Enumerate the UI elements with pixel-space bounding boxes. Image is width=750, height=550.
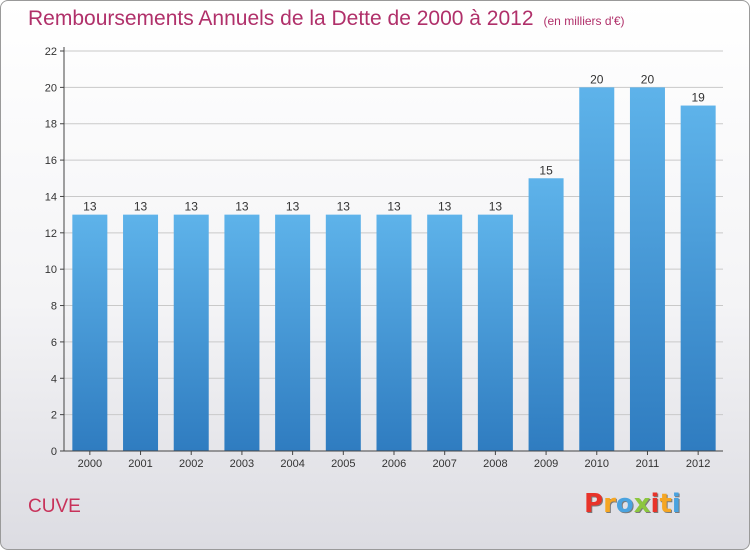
bar [680,105,716,451]
data-label: 13 [83,200,97,214]
logo-letter: r [603,489,616,519]
x-tick-label: 2004 [280,458,304,470]
bar [477,214,513,451]
bar [123,214,159,451]
logo-letter: o [615,489,634,519]
y-tick-label: 0 [51,446,57,458]
x-tick-label: 2009 [534,458,558,470]
y-tick-label: 4 [51,373,57,385]
y-tick-label: 2 [51,410,57,422]
bar [275,214,311,451]
proxiti-logo: Proxiti [584,489,681,519]
data-label: 20 [590,72,604,86]
x-tick-label: 2003 [230,458,254,470]
logo-letter: x [633,489,651,519]
logo-letter: i [650,489,660,519]
logo-letter: i [671,489,681,519]
y-tick-label: 8 [51,301,57,313]
data-label: 13 [185,200,199,214]
x-tick-label: 2007 [432,458,456,470]
data-label: 13 [489,200,503,214]
bar [325,214,361,451]
logo-letter: P [584,489,604,519]
data-label: 15 [539,163,553,177]
x-tick-label: 2005 [331,458,355,470]
bar [224,214,260,451]
data-label: 13 [235,200,249,214]
y-tick-label: 18 [45,119,57,131]
bar [427,214,463,451]
x-tick-label: 2001 [128,458,152,470]
bar [173,214,209,451]
data-label: 13 [134,200,148,214]
data-label: 20 [641,72,655,86]
y-tick-label: 16 [45,155,57,167]
y-tick-label: 20 [45,82,57,94]
x-tick-label: 2011 [636,458,660,470]
y-tick-label: 6 [51,337,57,349]
bar [528,178,564,452]
data-label: 13 [438,200,452,214]
data-label: 13 [387,200,401,214]
chart-subtitle: (en milliers d'€) [543,14,625,28]
logo-letter: t [659,489,672,519]
data-label: 19 [691,91,705,105]
chart-title-text: Remboursements Annuels de la Dette de 20… [28,7,534,30]
x-tick-label: 2010 [585,458,609,470]
x-tick-label: 2006 [382,458,406,470]
bar [72,214,108,451]
bar [579,87,615,451]
y-tick-label: 14 [45,191,57,203]
x-tick-label: 2002 [179,458,203,470]
y-tick-label: 22 [45,46,57,58]
x-tick-label: 2012 [686,458,710,470]
x-tick-label: 2008 [483,458,507,470]
chart-title: Remboursements Annuels de la Dette de 20… [28,7,625,31]
bar [629,87,665,451]
data-label: 13 [286,200,300,214]
commune-name: CUVE [28,496,81,517]
y-tick-label: 10 [45,264,57,276]
bar [376,214,412,451]
x-tick-label: 2000 [78,458,102,470]
y-tick-label: 12 [45,228,57,240]
data-label: 13 [337,200,351,214]
